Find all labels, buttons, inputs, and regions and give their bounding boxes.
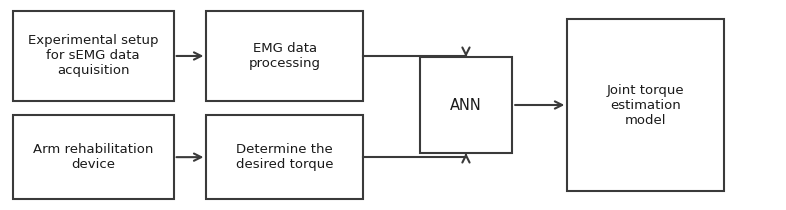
Text: Arm rehabilitation
device: Arm rehabilitation device [33, 143, 153, 171]
Text: EMG data
processing: EMG data processing [248, 42, 321, 70]
FancyBboxPatch shape [206, 11, 363, 101]
FancyBboxPatch shape [13, 11, 174, 101]
FancyBboxPatch shape [13, 116, 174, 199]
FancyBboxPatch shape [206, 116, 363, 199]
Text: Experimental setup
for sEMG data
acquisition: Experimental setup for sEMG data acquisi… [28, 34, 159, 77]
Text: Joint torque
estimation
model: Joint torque estimation model [607, 84, 685, 126]
FancyBboxPatch shape [567, 20, 724, 190]
Text: Determine the
desired torque: Determine the desired torque [236, 143, 333, 171]
FancyBboxPatch shape [420, 57, 512, 153]
Text: ANN: ANN [450, 97, 482, 113]
